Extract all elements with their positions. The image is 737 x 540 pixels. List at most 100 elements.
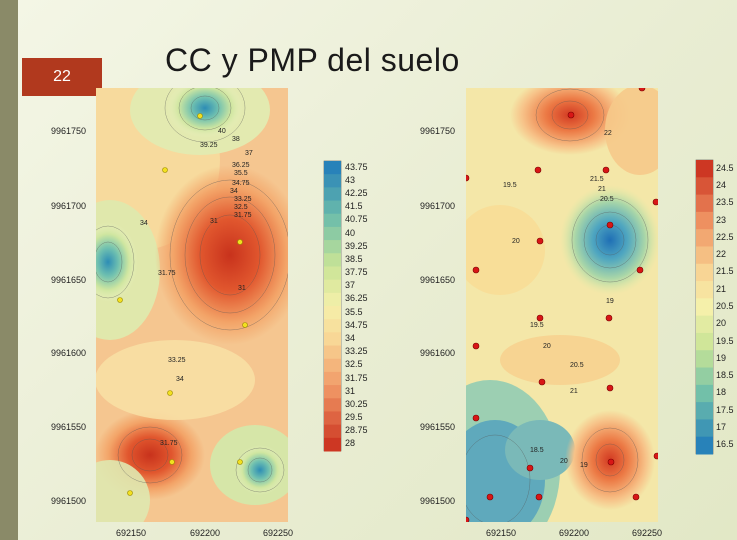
contour-label: 37: [245, 150, 253, 157]
colorbar-swatch: [696, 194, 713, 213]
contour-label: 38: [232, 136, 240, 143]
colorbar-label: 28.75: [345, 425, 368, 436]
colorbar-label: 20.5: [716, 301, 734, 311]
colorbar-swatch: [696, 229, 713, 247]
colorbar-swatch: [324, 424, 341, 439]
colorbar-label: 28: [345, 438, 356, 449]
colorbar-swatch: [324, 161, 341, 175]
cc-ytick: 9961600: [51, 348, 87, 358]
colorbar-label: 29.5: [345, 412, 363, 423]
colorbar-label: 34: [345, 332, 356, 343]
colorbar-swatch: [324, 279, 341, 294]
colorbar-label: 17: [716, 422, 727, 433]
colorbar-label: 42.25: [345, 187, 368, 198]
colorbar-swatch: [696, 315, 713, 334]
colorbar-swatch: [324, 253, 341, 267]
cc-ytick: 9961550: [51, 422, 87, 432]
colorbar-label: 40: [345, 227, 356, 238]
cc-ytick: 9961750: [51, 126, 87, 136]
colorbar-label: 37: [345, 280, 356, 291]
colorbar-label: 38.5: [345, 253, 363, 264]
colorbar-swatch: [324, 306, 341, 320]
colorbar-label: 18.5: [716, 370, 734, 381]
colorbar-label: 16.5: [716, 439, 734, 450]
contour-label: 34: [140, 220, 148, 227]
contour-label: 20: [543, 343, 551, 350]
colorbar-label: 43: [345, 174, 356, 185]
contour-label: 36.25: [232, 162, 250, 169]
colorbar-label: 18: [716, 387, 727, 398]
colorbar-label: 40.75: [345, 214, 368, 225]
cc-xtick: 692200: [190, 528, 221, 538]
pmp-xtick: 692200: [559, 528, 590, 538]
colorbar-swatch: [324, 240, 341, 254]
colorbar-label: 39.25: [345, 240, 368, 251]
contour-label: 31.75: [160, 440, 178, 447]
colorbar-swatch: [696, 332, 713, 351]
cc-map: [96, 88, 288, 522]
colorbar-swatch: [696, 298, 713, 317]
contour-label: 34: [230, 188, 238, 195]
pmp-ytick: 9961750: [420, 126, 456, 136]
colorbar-label: 23.5: [716, 197, 734, 208]
contour-label: 20.5: [570, 362, 584, 369]
cc-xtick: 692150: [116, 528, 147, 538]
cc-ytick: 9961500: [51, 496, 87, 506]
colorbar-swatch: [324, 385, 341, 399]
contour-label: 19.5: [530, 322, 544, 329]
colorbar-label: 23: [716, 214, 727, 225]
slide-number: 22: [22, 58, 102, 96]
pmp-ytick: 9961500: [420, 496, 456, 506]
colorbar-swatch: [324, 358, 341, 373]
colorbar-swatch: [324, 187, 341, 202]
colorbar-swatch: [324, 411, 341, 426]
contour-label: 20: [512, 238, 520, 245]
contour-label: 20: [560, 458, 568, 465]
colorbar-label: 30.25: [345, 398, 368, 409]
colorbar-swatch: [324, 226, 341, 241]
contour-label: 33.25: [168, 357, 186, 364]
contour-label: 19: [606, 298, 614, 305]
cc-colorbar: [323, 160, 342, 452]
colorbar-label: 21.5: [716, 266, 734, 277]
contour-label: 39.25: [200, 142, 218, 149]
colorbar-swatch: [696, 367, 713, 386]
colorbar-swatch: [324, 437, 341, 452]
colorbar-swatch: [696, 436, 713, 455]
colorbar-label: 31.75: [345, 372, 368, 383]
colorbar-swatch: [696, 402, 713, 420]
colorbar-label: 33.25: [345, 346, 368, 357]
pmp-xtick: 692250: [632, 528, 663, 538]
cc-ytick: 9961650: [51, 275, 87, 285]
pmp-map: [466, 88, 658, 522]
colorbar-label: 21: [716, 283, 727, 294]
contour-label: 31.75: [234, 212, 252, 219]
colorbar-swatch: [324, 319, 341, 333]
colorbar-swatch: [324, 213, 341, 228]
colorbar-swatch: [324, 292, 341, 307]
colorbar-swatch: [696, 246, 713, 265]
left-stripe: [0, 0, 18, 540]
contour-label: 32.5: [234, 204, 248, 211]
cc-xtick: 692250: [263, 528, 294, 538]
cc-ytick: 9961700: [51, 201, 87, 211]
contour-label: 34: [176, 376, 184, 383]
colorbar-swatch: [324, 174, 341, 188]
colorbar-label: 19.5: [716, 335, 734, 346]
pmp-ytick: 9961700: [420, 201, 456, 211]
contour-label: 22: [604, 130, 612, 137]
contour-label: 19: [580, 462, 588, 469]
contour-label: 35.5: [234, 170, 248, 177]
pmp-ytick: 9961650: [420, 275, 456, 285]
contour-label: 20.5: [600, 196, 614, 203]
colorbar-swatch: [324, 345, 341, 360]
colorbar-label: 24: [716, 179, 727, 190]
pmp-ytick: 9961600: [420, 348, 456, 358]
contour-label: 21: [570, 388, 578, 395]
contour-label: 33.25: [234, 196, 252, 203]
colorbar-swatch: [696, 160, 713, 178]
colorbar-swatch: [696, 263, 713, 282]
colorbar-swatch: [696, 384, 713, 403]
colorbar-label: 17.5: [716, 404, 734, 415]
